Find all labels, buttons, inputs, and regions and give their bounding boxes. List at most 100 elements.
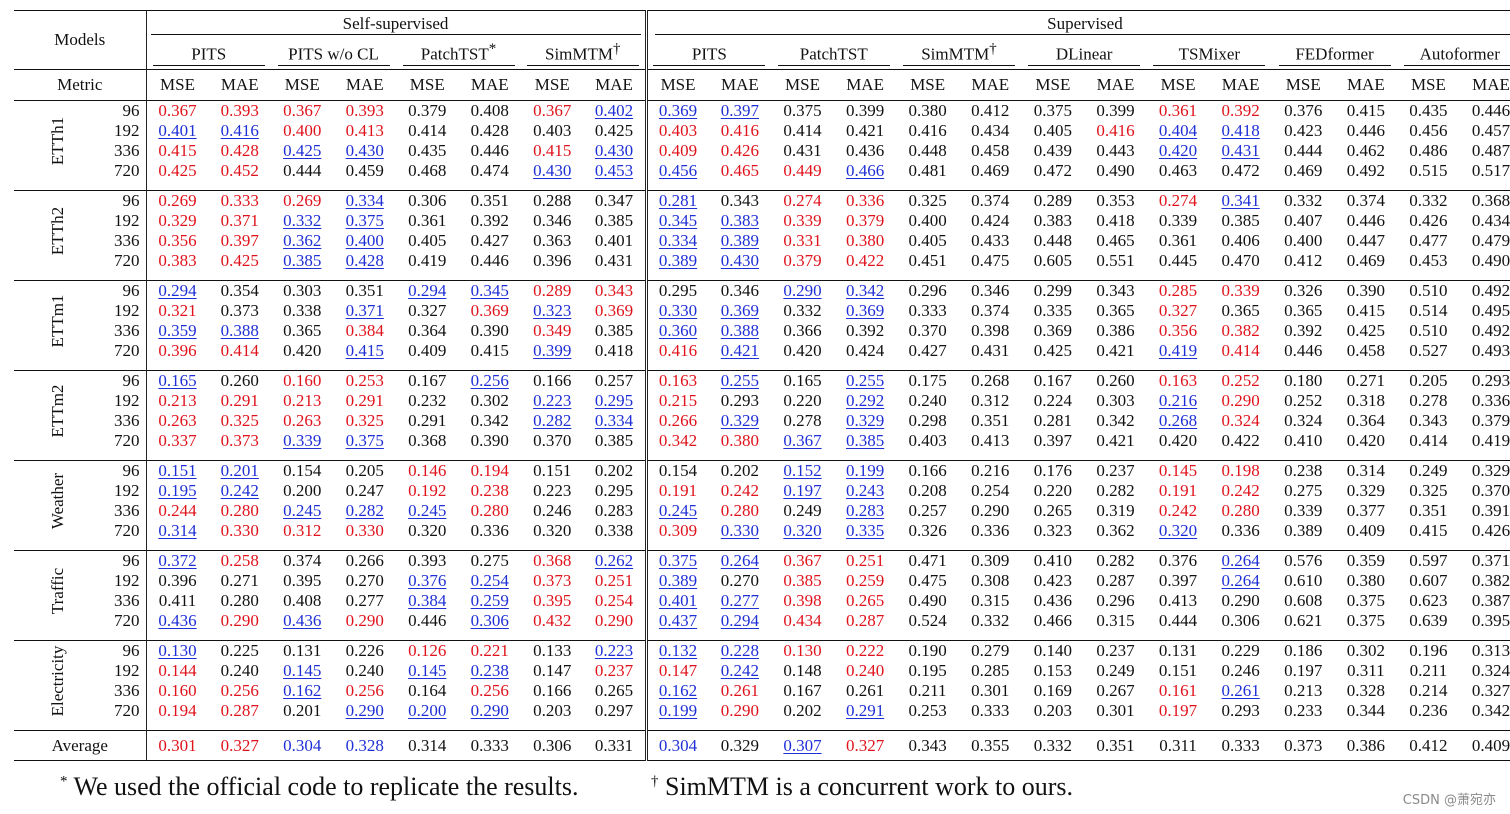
value-cell: 0.244 xyxy=(145,501,209,521)
value-cell: 0.151 xyxy=(1158,661,1198,680)
value-cell: 0.162 xyxy=(283,681,322,700)
value-cell: 0.160 xyxy=(271,370,334,391)
value-cell: 0.456 xyxy=(644,161,709,181)
value-cell: 0.343 xyxy=(1409,411,1448,430)
value-cell: 0.456 xyxy=(1409,121,1448,140)
value-cell: 0.369 xyxy=(720,301,760,320)
value-cell: 0.363 xyxy=(533,231,572,250)
group-spacer xyxy=(14,271,1510,281)
value-cell: 0.240 xyxy=(220,661,259,680)
value-cell: 0.375 xyxy=(644,550,709,571)
metric-mae: MAE xyxy=(1084,69,1147,101)
horizon-cell: 336 xyxy=(114,681,140,700)
value-cell: 0.420 xyxy=(783,341,822,360)
value-cell: 0.216 xyxy=(1158,391,1198,410)
value-cell: 0.351 xyxy=(458,190,521,211)
value-cell: 0.169 xyxy=(1033,681,1072,700)
value-cell: 0.301 xyxy=(1096,701,1135,720)
group-spacer xyxy=(14,631,1510,641)
value-cell: 0.191 xyxy=(644,481,709,501)
value-cell: 0.373 xyxy=(220,301,259,320)
horizon-cell: 720 xyxy=(114,701,140,720)
value-cell: 0.145 xyxy=(1146,460,1210,481)
value-cell: 0.166 xyxy=(521,370,584,391)
value-cell: 0.233 xyxy=(1284,701,1323,720)
table-row: Weather 96 0.151 0.201 0.154 0.205 0.146 0.194 0… xyxy=(14,460,1510,541)
value-cell: 0.346 xyxy=(958,280,1022,301)
value-cell: 0.336 xyxy=(470,521,509,540)
value-cell: 0.449 xyxy=(783,161,822,180)
value-cell: 0.145 xyxy=(408,661,447,680)
value-cell: 0.428 xyxy=(470,121,509,140)
value-cell: 0.385 xyxy=(594,431,634,450)
value-cell: 0.282 xyxy=(1096,481,1135,500)
value-cell: 0.386 xyxy=(1096,321,1135,340)
value-cell: 0.377 xyxy=(1346,501,1385,520)
value-cell: 0.448 xyxy=(908,141,947,160)
value-cell: 0.224 xyxy=(1033,391,1072,410)
value-cell: 0.490 xyxy=(1471,251,1510,270)
value-cell: 0.383 xyxy=(1033,211,1072,230)
value-cell: 0.229 xyxy=(1209,640,1272,661)
value-cell: 0.376 xyxy=(1146,550,1210,571)
value-cell: 0.349 xyxy=(533,321,572,340)
value-cell: 0.373 xyxy=(220,431,259,450)
value-cell: 0.257 xyxy=(908,501,947,520)
value-cell: 0.403 xyxy=(533,121,572,140)
horizon-cell: 336 xyxy=(114,591,140,610)
value-cell: 0.126 xyxy=(396,640,459,661)
value-cell: 0.274 xyxy=(1146,190,1210,211)
value-cell: 0.311 xyxy=(1347,661,1385,680)
horizon-cell: 336 xyxy=(114,411,140,430)
value-cell: 0.364 xyxy=(1346,411,1385,430)
value-cell: 0.251 xyxy=(594,571,634,590)
horizon-cell: 720 xyxy=(114,251,140,270)
value-cell: 0.291 xyxy=(345,391,384,410)
value-cell: 0.263 xyxy=(145,411,209,431)
value-cell: 0.362 xyxy=(283,231,322,250)
value-cell: 0.267 xyxy=(1096,681,1135,700)
value-cell: 0.195 xyxy=(145,481,209,501)
value-cell: 0.410 xyxy=(1284,431,1323,450)
value-cell: 0.336 xyxy=(833,190,897,211)
value-cell: 0.130 xyxy=(145,640,209,661)
value-cell: 0.379 xyxy=(845,211,885,230)
value-cell: 0.283 xyxy=(845,501,885,520)
metric-label: Metric xyxy=(14,69,146,101)
value-cell: 0.376 xyxy=(408,571,447,590)
value-cell: 0.376 xyxy=(1271,100,1335,121)
value-cell: 0.469 xyxy=(971,161,1010,180)
value-cell: 0.335 xyxy=(845,521,885,540)
horizon-cell: 720 xyxy=(114,341,140,360)
value-cell: 0.327 xyxy=(1471,681,1510,700)
value-cell: 0.370 xyxy=(908,321,947,340)
value-cell: 0.397 xyxy=(1158,571,1198,590)
value-cell: 0.242 xyxy=(220,481,259,500)
value-cell: 0.318 xyxy=(1346,391,1385,410)
value-cell: 0.436 xyxy=(1033,591,1072,610)
value-cell: 0.327 xyxy=(408,301,447,320)
value-cell: 0.412 xyxy=(1284,251,1323,270)
value-cell: 0.458 xyxy=(1346,341,1385,360)
average-value-cell: 0.301 xyxy=(145,730,209,761)
value-cell: 0.278 xyxy=(783,411,822,430)
value-cell: 0.330 xyxy=(220,521,259,540)
value-cell: 0.279 xyxy=(958,640,1022,661)
metric-mse: MSE xyxy=(271,69,334,101)
value-cell: 0.302 xyxy=(1334,640,1398,661)
value-cell: 0.261 xyxy=(845,681,885,700)
value-cell: 0.425 xyxy=(145,161,209,181)
value-cell: 0.367 xyxy=(145,100,209,121)
value-cell: 0.314 xyxy=(145,521,209,541)
model-header-self-0: PITS xyxy=(145,38,271,70)
value-cell: 0.324 xyxy=(1284,411,1323,430)
value-cell: 0.161 xyxy=(1158,681,1198,700)
value-cell: 0.246 xyxy=(1221,661,1260,680)
value-cell: 0.290 xyxy=(1221,391,1260,410)
value-cell: 0.368 xyxy=(1459,190,1510,211)
value-cell: 0.203 xyxy=(533,701,572,720)
value-cell: 0.238 xyxy=(1271,460,1335,481)
value-cell: 0.202 xyxy=(583,460,646,481)
value-cell: 0.167 xyxy=(783,681,822,700)
metric-mae: MAE xyxy=(208,69,271,101)
